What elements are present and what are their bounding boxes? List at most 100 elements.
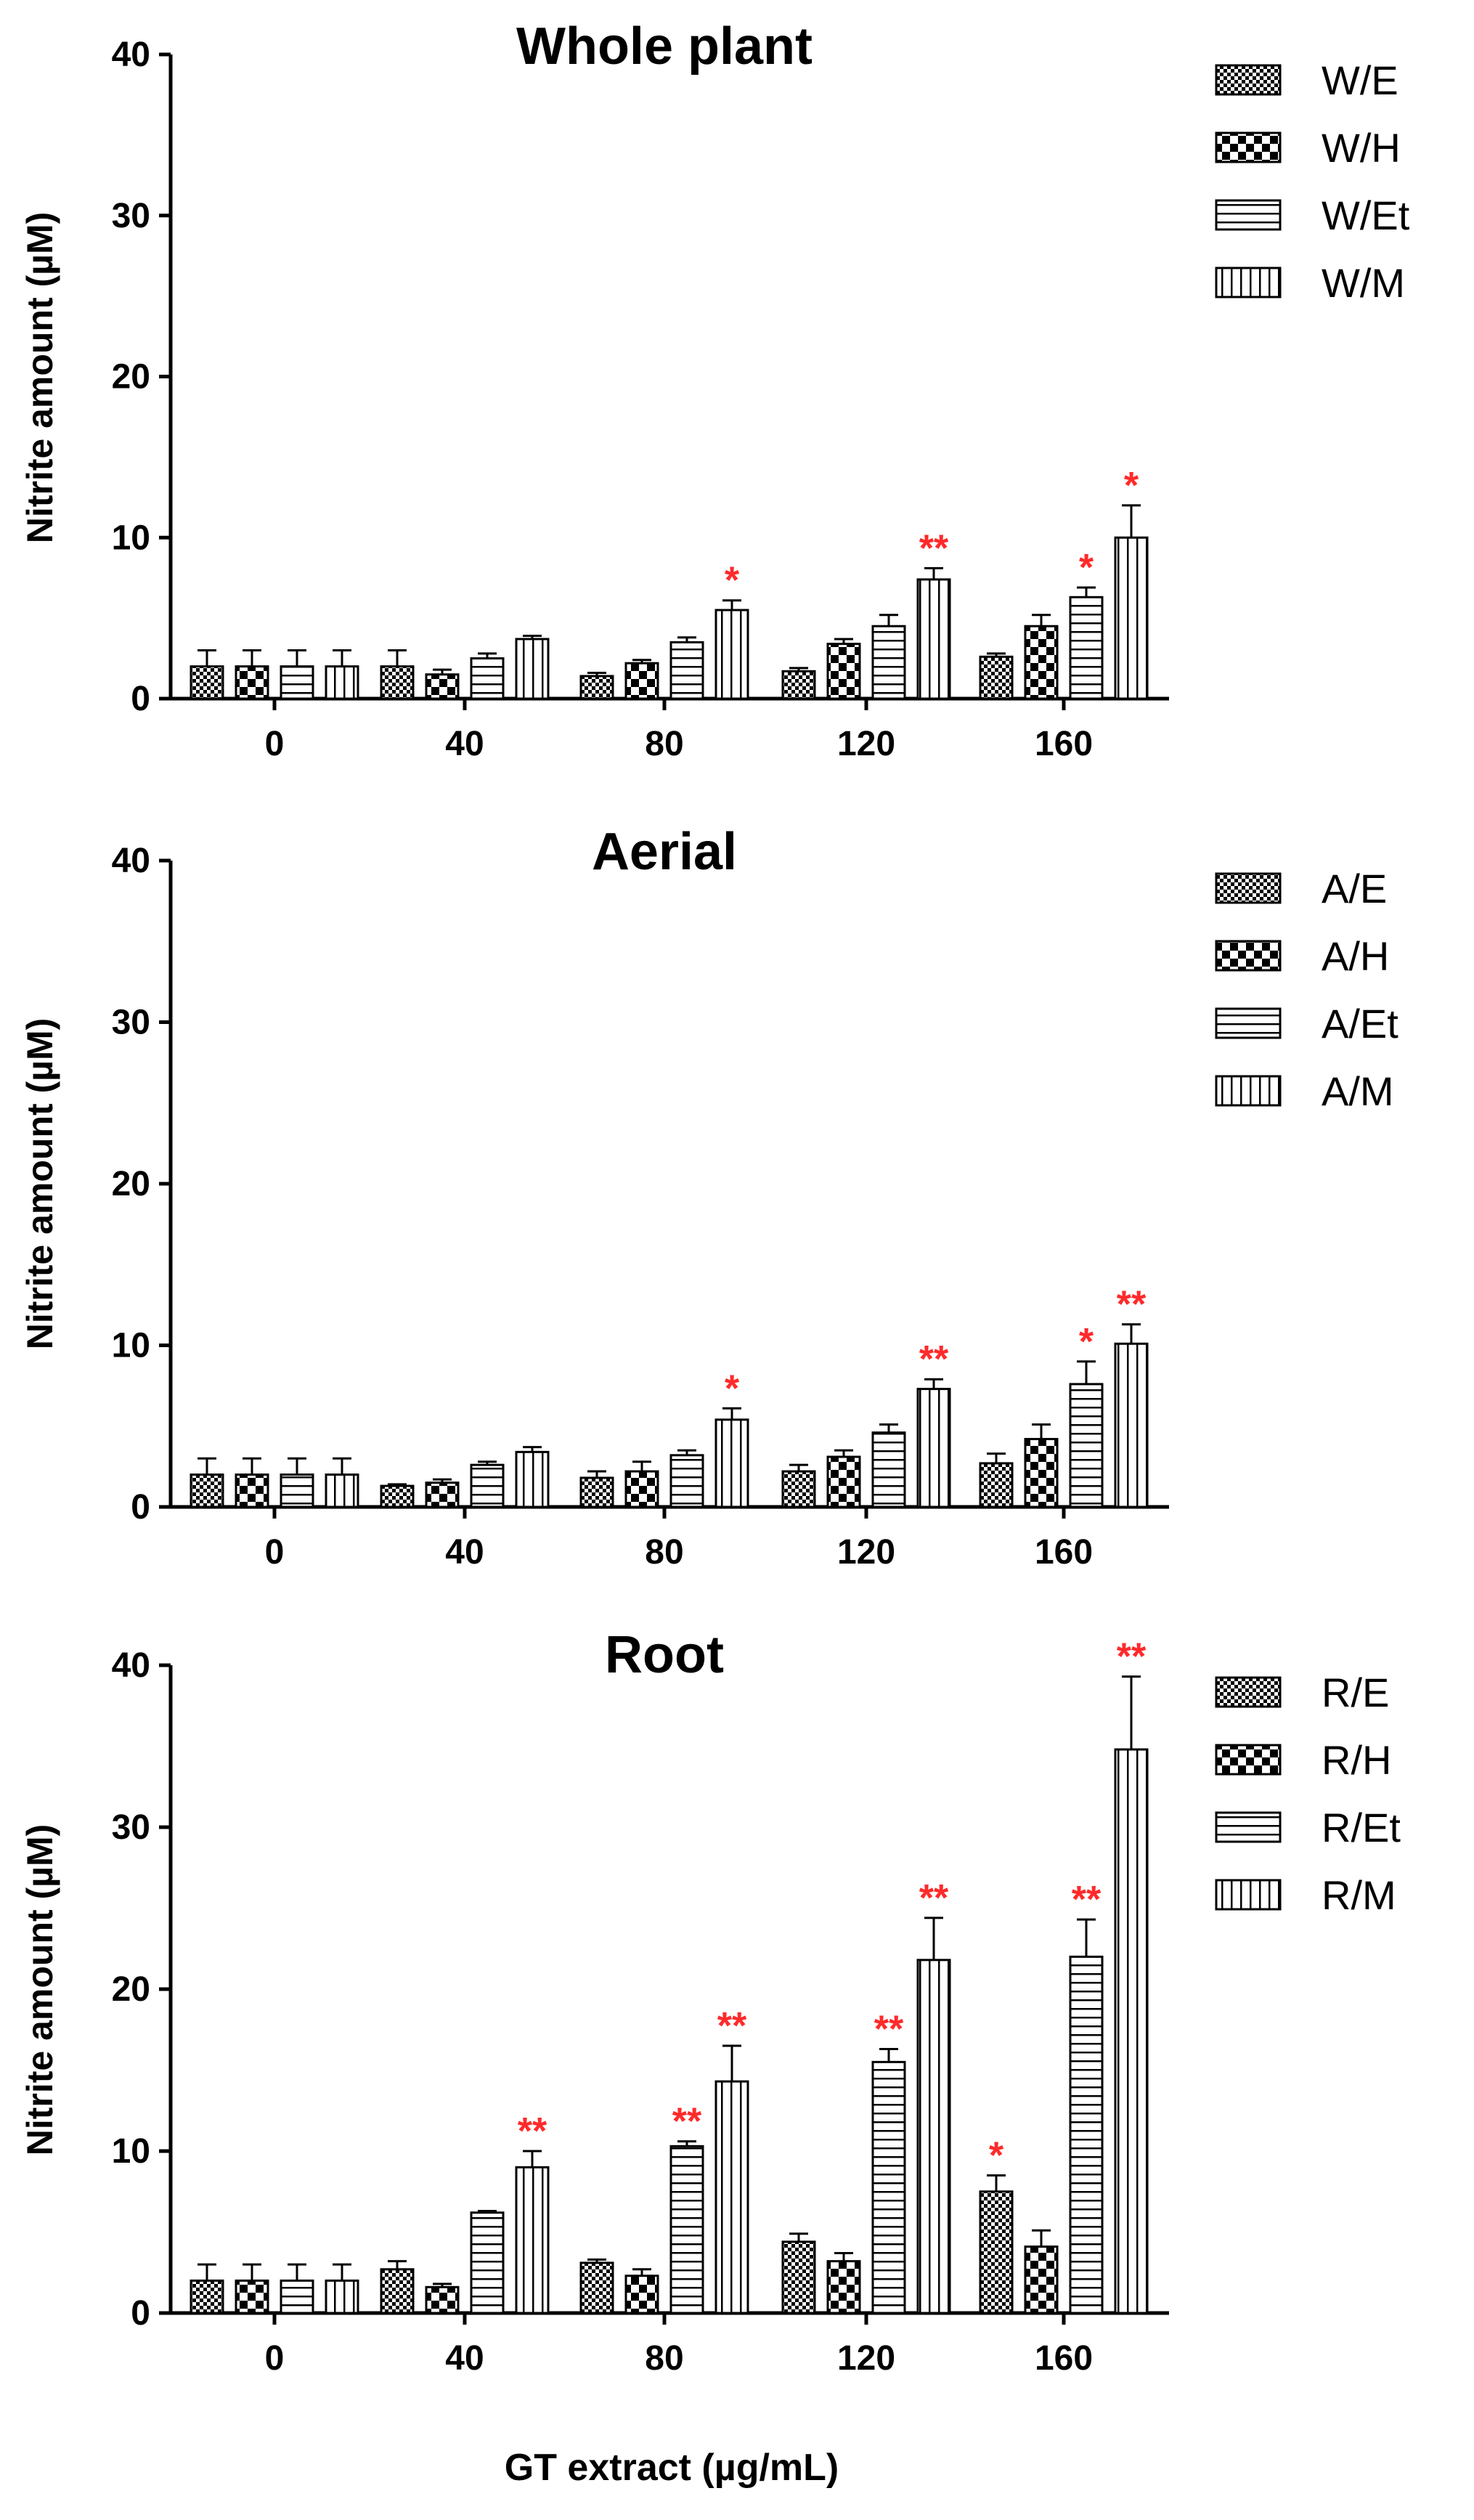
- bar-a-h-120: [826, 1455, 861, 1508]
- bar-r-h-120: [826, 2260, 861, 2314]
- legend-label: W/E: [1322, 57, 1398, 103]
- legend-label: W/Et: [1322, 192, 1410, 238]
- bar-r-m-160: [1114, 1748, 1149, 2314]
- y-tick-label: 20: [112, 358, 150, 397]
- x-tick-label: 80: [645, 2339, 683, 2378]
- bar-w-e-0: [190, 665, 224, 700]
- x-tick-label: 80: [645, 725, 683, 763]
- significance-marker: *: [1079, 1321, 1094, 1363]
- bar-r-e-0: [190, 2279, 224, 2314]
- legend-swatch: [1215, 1676, 1282, 1708]
- bar-w-m-80: [714, 609, 749, 700]
- bar-a-h-40: [425, 1481, 460, 1508]
- bar-r-e-40: [380, 2268, 415, 2314]
- bar-a-et-80: [669, 1454, 704, 1508]
- y-tick-label: 10: [112, 1327, 150, 1365]
- x-tick-label: 120: [837, 1533, 895, 1572]
- y-tick-label: 40: [112, 842, 150, 880]
- panel-title: Root: [605, 1626, 724, 1684]
- bar-w-m-0: [325, 665, 359, 700]
- bar-w-e-80: [579, 675, 614, 700]
- y-tick-label: 30: [112, 197, 150, 235]
- bar-a-e-160: [979, 1462, 1014, 1508]
- legend-label: R/E: [1322, 1670, 1389, 1715]
- legend-label: A/M: [1322, 1068, 1394, 1114]
- panel-title: Aerial: [592, 823, 737, 881]
- bar-r-et-40: [470, 2211, 505, 2314]
- legend-swatch: [1215, 199, 1282, 231]
- bar-a-m-40: [515, 1450, 550, 1508]
- significance-marker: **: [1117, 1284, 1147, 1326]
- legend-label: W/H: [1322, 125, 1401, 171]
- legend-swatch: [1215, 267, 1282, 298]
- legend-label: A/Et: [1322, 1001, 1398, 1046]
- x-tick-label: 80: [645, 1533, 683, 1572]
- bar-w-et-120: [871, 625, 906, 700]
- bar-w-e-120: [781, 670, 816, 700]
- bar-a-et-120: [871, 1431, 906, 1508]
- x-tick-label: 120: [837, 725, 895, 763]
- bar-a-m-80: [714, 1418, 749, 1508]
- significance-marker: **: [672, 2101, 702, 2143]
- significance-marker: **: [717, 2005, 747, 2047]
- y-tick-label: 40: [112, 36, 150, 74]
- bar-w-e-40: [380, 665, 415, 700]
- legend-label: W/M: [1322, 260, 1405, 306]
- legend-swatch: [1215, 1075, 1282, 1107]
- bar-w-m-40: [515, 638, 550, 700]
- y-tick-label: 30: [112, 1808, 150, 1847]
- significance-marker: **: [919, 527, 949, 569]
- x-tick-label: 40: [445, 2339, 484, 2378]
- legend-swatch: [1215, 1744, 1282, 1776]
- legend-label: R/H: [1322, 1737, 1391, 1783]
- bar-w-et-80: [669, 641, 704, 700]
- bar-a-m-160: [1114, 1342, 1149, 1508]
- bar-w-et-160: [1069, 596, 1104, 700]
- legend-swatch: [1215, 940, 1282, 972]
- significance-marker: *: [725, 1367, 740, 1410]
- x-tick-label: 40: [445, 725, 484, 763]
- bar-r-h-0: [235, 2279, 269, 2314]
- legend-swatch: [1215, 1007, 1282, 1039]
- significance-marker: **: [874, 2009, 904, 2051]
- legend-swatch: [1215, 1879, 1282, 1911]
- y-tick-label: 10: [112, 519, 150, 557]
- y-tick-label: 40: [112, 1646, 150, 1685]
- bar-r-h-80: [624, 2275, 659, 2314]
- y-axis-label: Nitrite amount (µM): [20, 212, 60, 544]
- panel-whole-plant: Whole plant Nitrite amount (µM) 0 10 20 30 4…: [20, 17, 1410, 763]
- panel-title: Whole plant: [516, 17, 813, 76]
- legend-label: A/E: [1322, 866, 1387, 911]
- bar-a-m-0: [325, 1474, 359, 1508]
- bar-a-h-80: [624, 1470, 659, 1508]
- bar-w-h-80: [624, 662, 659, 700]
- bar-r-m-0: [325, 2279, 359, 2314]
- significance-marker: **: [1072, 1879, 1102, 1921]
- bar-a-e-120: [781, 1470, 816, 1508]
- legend-swatch: [1215, 872, 1282, 904]
- panel-root: Root Nitrite amount (µM) 0 10 20 30 40 0 40 80 1…: [20, 1626, 1401, 2378]
- bar-a-et-160: [1069, 1383, 1104, 1508]
- panel-aerial: Aerial Nitrite amount (µM) 0 10 20 30 40 0 40 8…: [20, 823, 1398, 1572]
- significance-marker: *: [989, 2134, 1004, 2176]
- significance-marker: **: [919, 1338, 949, 1381]
- legend-label: R/Et: [1322, 1805, 1401, 1850]
- bar-a-m-120: [916, 1388, 951, 1508]
- bar-r-h-40: [425, 2285, 460, 2314]
- bar-w-h-160: [1024, 625, 1059, 700]
- y-tick-label: 0: [131, 680, 150, 718]
- significance-marker: *: [1124, 465, 1139, 507]
- significance-marker: *: [725, 560, 740, 602]
- significance-marker: **: [518, 2110, 547, 2153]
- bar-w-m-160: [1114, 536, 1149, 700]
- significance-marker: **: [1117, 1636, 1147, 1678]
- y-tick-label: 0: [131, 2294, 150, 2333]
- bar-w-et-0: [280, 665, 314, 700]
- x-tick-label: 160: [1035, 725, 1093, 763]
- y-tick-label: 20: [112, 1165, 150, 1203]
- y-tick-label: 0: [131, 1488, 150, 1527]
- bar-w-m-120: [916, 578, 951, 700]
- y-axis-label: Nitrite amount (µM): [20, 1824, 60, 2156]
- x-tick-label: 160: [1035, 1533, 1093, 1572]
- bar-r-et-160: [1069, 1955, 1104, 2314]
